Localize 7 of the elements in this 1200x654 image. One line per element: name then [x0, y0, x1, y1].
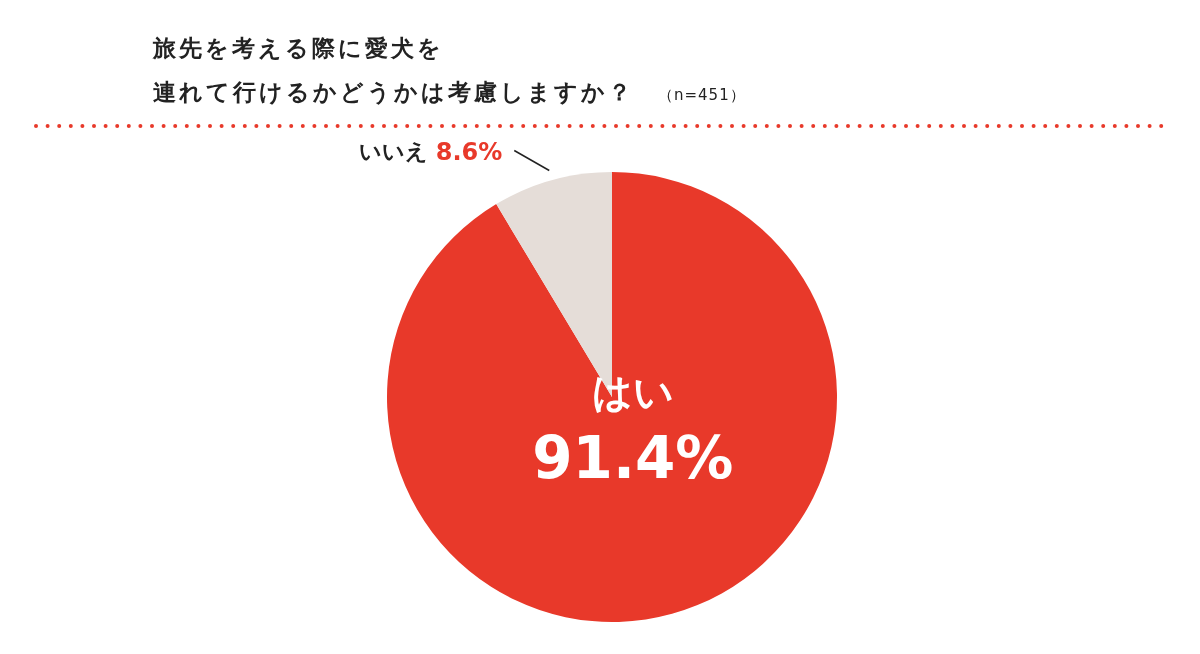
chart-title: 旅先を考える際に愛犬を連れて行けるかどうかは考慮しますか？ — [152, 35, 634, 105]
data-label: 8.6% — [435, 137, 503, 166]
slice-label: はい — [591, 369, 674, 416]
data-label: 91.4% — [532, 424, 734, 493]
pie-slice — [387, 172, 837, 622]
slice-label: いいえ — [359, 138, 436, 164]
chart-subtitle: （n=451） — [658, 86, 746, 104]
